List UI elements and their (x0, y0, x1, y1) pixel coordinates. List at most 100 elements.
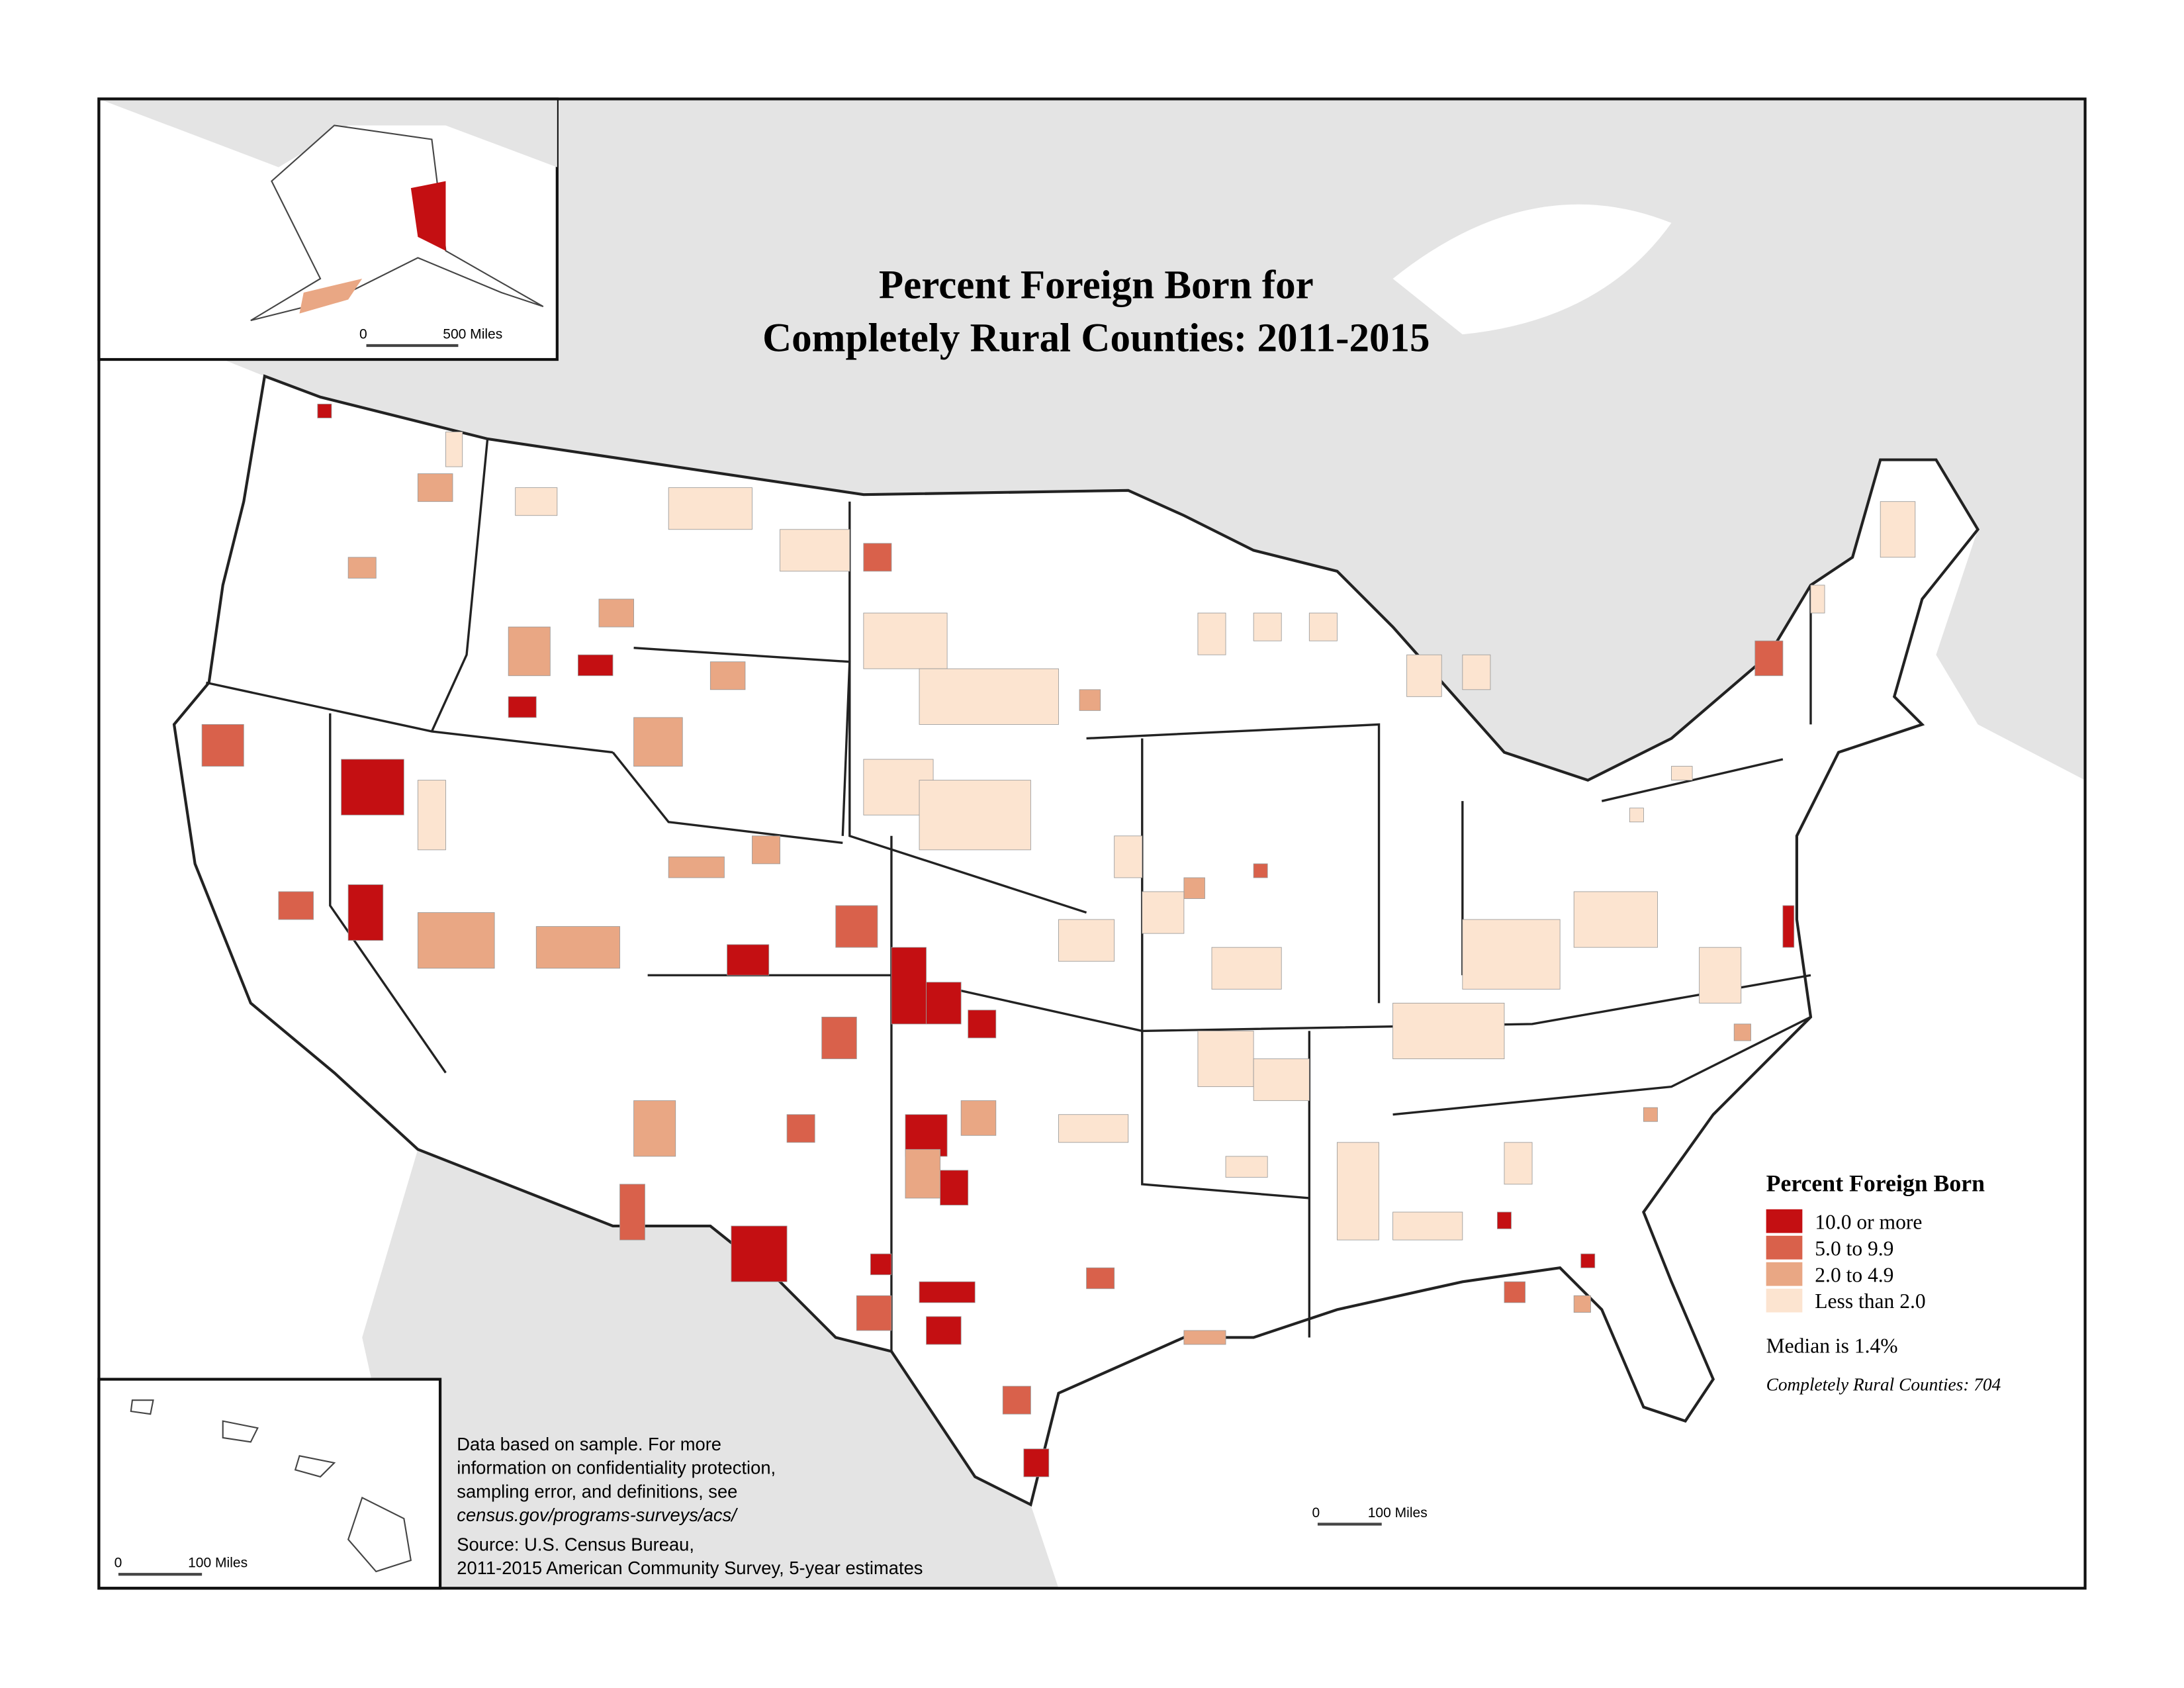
scale-label: 500 Miles (443, 326, 502, 342)
source: Source: U.S. Census Bureau, (457, 1534, 694, 1554)
hudson-bay (1392, 204, 1672, 335)
county-patch (786, 1114, 815, 1143)
legend: 10.0 or more 5.0 to 9.9 2.0 to 4.9 Less tha… (1766, 1209, 1926, 1313)
county-patch (633, 717, 683, 767)
county-patch (1308, 612, 1338, 641)
county-patch (1629, 808, 1644, 823)
county-count: Completely Rural Counties: 704 (1766, 1374, 2001, 1394)
county-patch (1253, 863, 1268, 878)
county-patch (347, 557, 377, 579)
legend-title: Percent Foreign Born (1766, 1170, 1985, 1196)
county-patch (508, 626, 551, 677)
county-patch (919, 668, 1059, 725)
source: 2011-2015 American Community Survey, 5-y… (457, 1558, 923, 1578)
note: sampling error, and definitions, see (457, 1481, 737, 1501)
county-patch (1504, 1142, 1533, 1185)
title: Percent Foreign Born for (879, 263, 1314, 307)
map-frame (97, 97, 2087, 1590)
alaska-patch (299, 278, 363, 314)
legend-label: 2.0 to 4.9 (1815, 1263, 1893, 1286)
county-patch (1253, 1058, 1310, 1102)
legend-label: 10.0 or more (1815, 1210, 1922, 1233)
county-patch (1462, 654, 1491, 690)
scale-label: 0 (1312, 1505, 1320, 1521)
scale-label: 0 (359, 326, 367, 342)
frame-border (97, 97, 2087, 1590)
scale-label: 100 Miles (1368, 1505, 1428, 1521)
county-patch (577, 654, 614, 677)
county-patch (1497, 1211, 1512, 1229)
county-patch (968, 1009, 997, 1039)
county-patch (856, 1295, 892, 1331)
county-patch (1643, 1107, 1658, 1122)
county-patch (960, 1100, 997, 1136)
county-patch (1671, 766, 1693, 781)
county-patch (1810, 585, 1825, 614)
county-patch (1002, 1385, 1031, 1415)
note: Data based on sample. For more (457, 1434, 721, 1454)
county-patch (1058, 919, 1115, 962)
county-patch (278, 891, 314, 920)
county-patch (1580, 1253, 1596, 1268)
county-patch (752, 835, 780, 865)
county-patch (1392, 1211, 1463, 1241)
county-patch (1197, 1031, 1254, 1088)
county-patch (1733, 1023, 1751, 1041)
county-patches (201, 403, 1916, 1477)
county-patch (926, 982, 962, 1025)
county-patch (1114, 835, 1143, 878)
legend-swatch (1766, 1209, 1803, 1233)
county-patch (835, 905, 878, 948)
county-patch (863, 543, 892, 572)
county-patch (1504, 1281, 1525, 1303)
median: Median is 1.4% (1766, 1335, 1898, 1358)
county-patch (919, 780, 1031, 851)
state-borders (206, 438, 1812, 1352)
county-patch (780, 529, 850, 572)
alaska-patch (410, 181, 446, 251)
county-patch (1058, 1114, 1129, 1143)
county-patch (919, 1281, 976, 1303)
county-patch (1197, 612, 1226, 655)
county-patch (417, 780, 446, 851)
county-patch (1079, 689, 1101, 711)
county-patch (1086, 1267, 1115, 1289)
county-patch (515, 487, 558, 516)
county-patch (709, 661, 746, 690)
scale-label: 0 (114, 1556, 122, 1571)
legend-swatch (1766, 1235, 1803, 1260)
county-patch (1253, 612, 1282, 641)
county-patch (445, 432, 463, 467)
county-patch (347, 884, 384, 941)
note: information on confidentiality protectio… (457, 1458, 776, 1478)
county-patch (1462, 919, 1561, 990)
county-patch (1023, 1448, 1050, 1477)
county-patch (1754, 640, 1784, 677)
county-patch (341, 759, 404, 816)
note-link: census.gov/programs-surveys/acs/ (457, 1505, 738, 1525)
county-patch (633, 1100, 676, 1157)
county-patch (727, 944, 770, 976)
county-patch (535, 926, 620, 969)
county-patch (926, 1316, 962, 1345)
legend-label: Less than 2.0 (1815, 1289, 1925, 1313)
hawaii-island (347, 1496, 412, 1573)
legend-label: 5.0 to 9.9 (1815, 1237, 1893, 1260)
county-patch (1142, 891, 1185, 934)
county-patch (940, 1170, 969, 1205)
county-patch (891, 947, 927, 1025)
scale-label: 100 Miles (188, 1556, 248, 1571)
county-patch (1211, 947, 1282, 990)
county-patch (731, 1225, 788, 1282)
county-patch (1183, 1330, 1226, 1345)
county-patch (668, 856, 725, 878)
county-patch (417, 473, 453, 502)
county-patch (1183, 877, 1205, 899)
legend-swatch (1766, 1288, 1803, 1313)
county-patch (1880, 501, 1916, 558)
county-patch (417, 912, 495, 969)
county-patch (317, 403, 332, 418)
county-patch (508, 696, 537, 718)
county-patch (863, 612, 948, 669)
